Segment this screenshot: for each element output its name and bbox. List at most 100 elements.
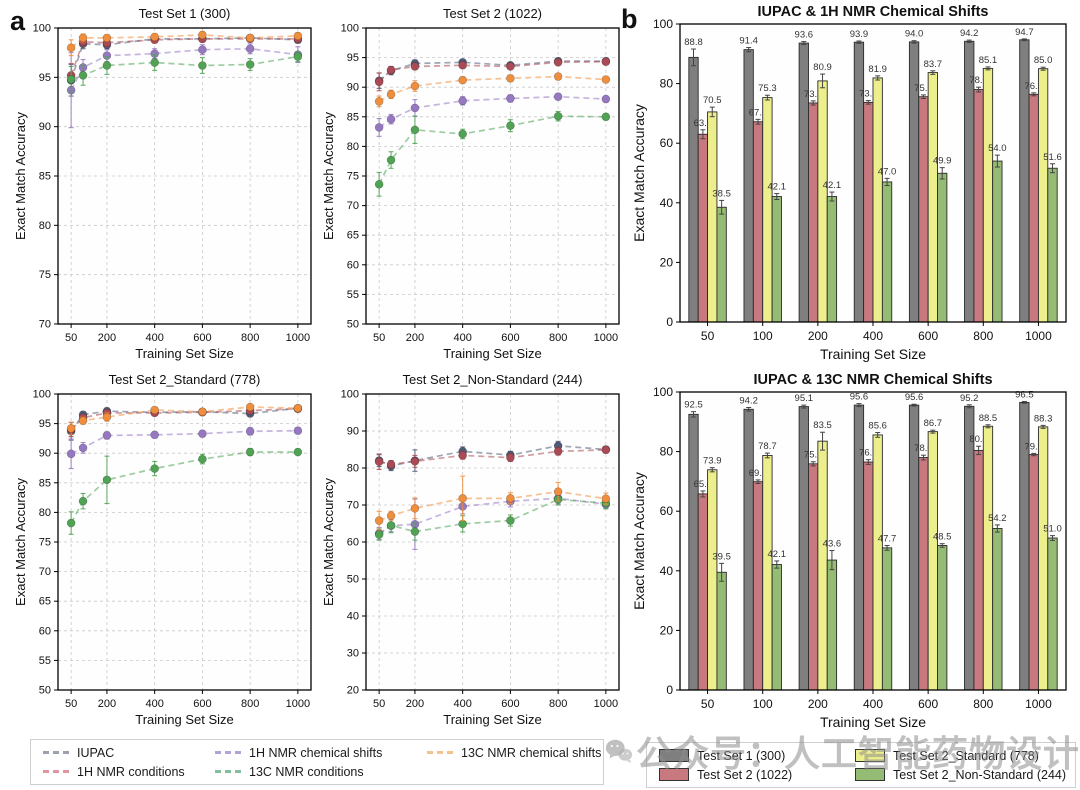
bar-series-legend: Test Set 1 (300) Test Set 2_Standard (77… (646, 742, 1076, 788)
y-axis-label: Exact Match Accuracy (322, 478, 336, 606)
legend-swatch-test-set-2-standard (855, 749, 885, 762)
x-tick-label: 400 (453, 332, 471, 344)
bar-value-label: 69.9 (749, 468, 768, 479)
bar-value-label: 73.9 (703, 456, 722, 467)
y-axis-label: Exact Match Accuracy (14, 478, 28, 606)
bar-value-label: 83.7 (924, 59, 943, 70)
data-point (245, 447, 255, 457)
data-point (150, 464, 159, 473)
data-point (553, 447, 563, 456)
legend-dash-13c-conditions (215, 770, 241, 773)
bar (918, 96, 929, 323)
data-point (374, 123, 384, 132)
data-point (102, 475, 112, 485)
y-tick-label: 80 (660, 77, 674, 91)
bar-value-label: 86.7 (924, 418, 943, 429)
chart-title: Test Set 2_Standard (778) (109, 372, 261, 387)
bar (853, 41, 865, 323)
bar (937, 172, 948, 323)
bar-value-label: 78.0 (969, 75, 988, 86)
data-point (293, 403, 303, 413)
bar (743, 49, 754, 323)
bar-value-label: 95.6 (850, 392, 869, 403)
bar-value-label: 47.0 (878, 166, 897, 177)
x-axis-label: Training Set Size (135, 712, 234, 727)
data-point (553, 58, 563, 67)
bar-value-label: 73.5 (804, 89, 823, 100)
axis-frame (365, 393, 620, 691)
bar (863, 101, 874, 323)
bar-chart-svg: 0 20 40 60 80 100 50 100 200 400 600 800 1000 92.5 94.… (631, 372, 1067, 730)
y-tick-label: 60 (660, 504, 674, 518)
bar (1037, 68, 1049, 323)
bar-value-label: 95.2 (960, 393, 979, 404)
bar-value-label: 92.5 (684, 400, 703, 411)
y-tick-label: 75 (39, 537, 51, 549)
bar-value-label: 70.5 (703, 95, 722, 106)
data-point (245, 44, 255, 54)
data-point (198, 45, 207, 55)
series-13c-nmr-chemical-shifts (66, 30, 303, 57)
x-tick-label: 400 (863, 329, 883, 343)
y-tick-label: 90 (39, 448, 51, 460)
y-tick-label: 60 (39, 625, 51, 637)
x-tick-label: 800 (973, 329, 993, 343)
data-point (458, 96, 467, 106)
y-tick-label: 60 (347, 537, 359, 549)
y-tick-label: 85 (39, 477, 51, 489)
bar (808, 102, 819, 323)
bar-value-label: 43.6 (823, 539, 842, 550)
bar (918, 457, 929, 691)
bar-value-label: 54.2 (988, 513, 1007, 524)
y-tick-label: 90 (347, 82, 359, 94)
data-point (601, 494, 611, 504)
y-tick-label: 50 (347, 319, 359, 331)
y-tick-label: 80 (660, 445, 674, 459)
data-point (601, 112, 611, 122)
x-tick-label: 50 (65, 332, 77, 344)
bar-value-label: 81.9 (868, 64, 887, 75)
legend-item-1h-shifts: 1H NMR chemical shifts (215, 746, 427, 760)
data-point (150, 32, 159, 42)
bar-chart-1h-nmr: 0 20 40 60 80 100 50 100 200 400 600 800 1000 88.8 91.… (631, 2, 1078, 368)
legend-dash-1h-shifts (215, 751, 241, 754)
y-tick-label: 80 (347, 463, 359, 475)
series-13c-nmr-chemical-shifts (374, 475, 611, 531)
x-tick-label: 400 (145, 332, 163, 344)
bar-value-label: 39.5 (712, 551, 731, 562)
bar (826, 559, 838, 691)
data-point (374, 77, 384, 87)
x-tick-label: 200 (808, 697, 828, 711)
data-point (374, 97, 384, 106)
x-tick-label: 800 (549, 698, 567, 710)
y-tick-label: 50 (39, 685, 51, 697)
axis-frame (365, 27, 620, 325)
data-point (386, 114, 396, 124)
data-point (245, 402, 255, 412)
y-axis-label: Exact Match Accuracy (322, 112, 336, 240)
bar-value-label: 42.1 (768, 182, 787, 193)
bar (762, 97, 773, 323)
x-tick-label: 800 (549, 332, 567, 344)
y-tick-label: 40 (660, 564, 674, 578)
chart-title: IUPAC & 13C NMR Chemical Shifts (753, 372, 992, 388)
y-axis-label: Exact Match Accuracy (632, 472, 647, 610)
data-point (553, 111, 563, 121)
y-tick-label: 20 (660, 255, 674, 269)
data-point (601, 75, 611, 84)
bar-value-label: 88.5 (979, 413, 998, 424)
chart-title: Test Set 1 (300) (139, 6, 231, 21)
data-point (410, 125, 420, 135)
y-tick-label: 40 (660, 196, 674, 210)
x-tick-label: 600 (193, 698, 211, 710)
data-point (386, 460, 396, 469)
x-tick-label: 200 (98, 332, 116, 344)
x-tick-label: 50 (701, 329, 715, 343)
data-point (506, 94, 515, 103)
bar-value-label: 38.5 (712, 188, 731, 199)
panel-label-a: a (10, 6, 26, 36)
y-tick-label: 60 (347, 259, 359, 271)
data-point (293, 52, 303, 61)
legend-label: Test Set 2_Non-Standard (244) (893, 767, 1067, 782)
